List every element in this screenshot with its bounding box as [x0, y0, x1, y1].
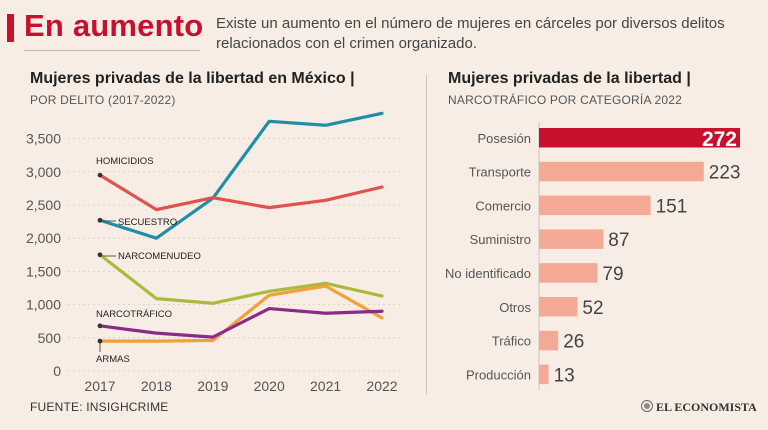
series-label: HOMICIDIOS: [96, 156, 154, 167]
bar-value-label: 26: [563, 332, 584, 353]
header-accent-bar: [7, 14, 14, 42]
series-line-homicidios: [98, 173, 384, 212]
bar: [539, 229, 604, 249]
series-label: NARCOMENUDEO: [118, 251, 201, 262]
bar-chart-title: Mujeres privadas de la libertad |: [448, 70, 691, 87]
bar: [539, 161, 704, 182]
series-label: NARCOTRÁFICO: [96, 309, 172, 320]
series-line-armas: [98, 284, 384, 343]
panel-divider: [426, 75, 427, 395]
publisher-logo: EL ECONOMISTA: [641, 400, 757, 415]
x-tick-label: 2018: [141, 378, 172, 394]
series-start-point: [97, 323, 103, 329]
bar-category-label: Transporte: [469, 165, 531, 180]
line-chart-subtitle: POR DELITO (2017-2022): [30, 93, 176, 107]
bar-value-label: 52: [582, 298, 603, 319]
bar-value-label: 13: [554, 365, 575, 386]
bar-category-label: Posesión: [478, 131, 531, 146]
bar: [539, 128, 740, 148]
bar-category-label: Producción: [466, 367, 531, 382]
y-tick-label: 2,500: [26, 197, 61, 213]
bar-value-label: 87: [608, 230, 629, 251]
bar: [539, 263, 598, 283]
bar-value-label: 223: [709, 163, 741, 184]
series-line-secuestro: [98, 111, 384, 240]
bar-value-label: 151: [656, 196, 688, 217]
bar: [539, 330, 559, 351]
y-tick-label: 500: [38, 330, 62, 346]
series-start-point: [97, 172, 103, 178]
x-tick-label: 2021: [310, 378, 341, 394]
series-line-narcotráfico: [98, 306, 384, 339]
series-label: ARMAS: [96, 354, 130, 365]
bar-category-label: Tráfico: [492, 334, 531, 349]
header-rule: [24, 50, 200, 51]
bar-value-label: 79: [602, 264, 623, 285]
y-tick-label: 3,000: [26, 164, 61, 180]
series-start-point: [97, 217, 103, 223]
series-start-point: [97, 252, 103, 258]
y-tick-label: 1,500: [26, 263, 61, 279]
y-tick-label: 1,000: [26, 297, 61, 313]
series-line-narcomenudeo: [98, 253, 384, 305]
series-label: SECUESTRO: [118, 217, 177, 228]
bar-category-label: Suministro: [470, 232, 531, 247]
x-tick-label: 2022: [366, 378, 397, 394]
bar-category-label: Otros: [499, 300, 531, 315]
bar-value-label: 272: [702, 128, 737, 151]
bar: [539, 297, 578, 317]
series-start-point: [97, 338, 103, 344]
bar-chart-subtitle: NARCOTRÁFICO POR CATEGORÍA 2022: [448, 93, 683, 107]
y-tick-label: 3,500: [26, 131, 61, 147]
bar-category-label: Comercio: [475, 198, 531, 213]
logo-text: EL ECONOMISTA: [656, 400, 757, 414]
globe-icon: [641, 400, 653, 412]
x-tick-label: 2017: [84, 378, 115, 394]
header-description: Existe un aumento en el número de mujere…: [216, 15, 725, 52]
source-note: FUENTE: INSIGHCRIME: [30, 400, 169, 414]
x-tick-label: 2019: [197, 378, 228, 394]
y-tick-label: 0: [53, 363, 61, 379]
line-chart-title: Mujeres privadas de la libertad en Méxic…: [30, 70, 355, 87]
bar: [539, 364, 549, 385]
x-tick-label: 2020: [254, 378, 285, 394]
y-tick-label: 2,000: [26, 230, 61, 246]
header-title: En aumento: [24, 8, 204, 43]
bar-category-label: No identificado: [445, 266, 531, 281]
bar: [539, 195, 651, 216]
